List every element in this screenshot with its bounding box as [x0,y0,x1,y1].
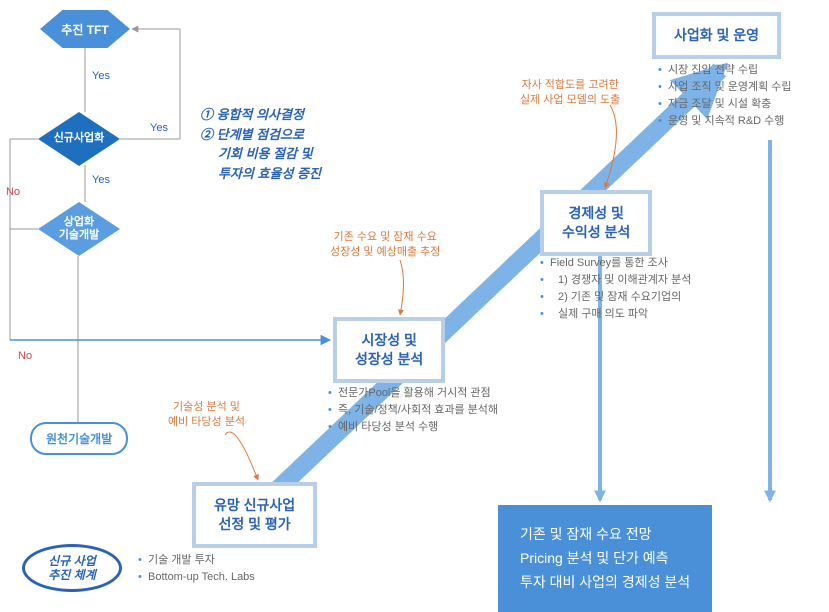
result-box: 기존 및 잠재 수요 전망 Pricing 분석 및 단가 예측 투자 대비 사… [498,505,712,612]
list-item: 자금 조달 및 시설 확충 [658,96,792,113]
stage-3-label: 경제성 및 수익성 분석 [562,204,630,242]
annotation-3: 자사 적합도를 고려한 실제 사업 모델의 도출 [520,78,620,108]
list-item: 2) 기존 및 잠재 수요기업의 [540,289,691,306]
node-commercial-tech: 상업화 기술개발 [38,202,120,256]
annotation-center: ① 융합적 의사결정 ② 단계별 점검으로 기회 비용 절감 및 투자의 효율성… [200,105,321,183]
stage-1: 유망 신규사업 선정 및 평가 [192,482,317,548]
stage-4: 사업화 및 운영 [652,12,781,59]
bullets-stage4: 시장 진입 전략 수립 사업 조직 및 운영계획 수립 자금 조달 및 시설 확… [658,62,792,130]
stage-2-label: 시장성 및 성장성 분석 [355,331,423,369]
list-item: 시장 진입 전략 수립 [658,62,792,79]
node-new-biz: 신규사업화 [38,112,120,166]
label-yes-3: Yes [92,174,110,186]
stage-3: 경제성 및 수익성 분석 [540,190,652,256]
node-core-tech: 원천기술개발 [30,422,128,455]
bullets-stage1: 기술 개발 투자 Bottom-up Tech. Labs [138,552,255,586]
list-item: 기술 개발 투자 [138,552,255,569]
label-yes-2: Yes [150,122,168,134]
list-item: Bottom-up Tech. Labs [138,569,255,586]
bullets-stage2: 전문가Pool을 활용해 거시적 관점 즉, 기술/정책/사회적 효과를 분석해… [328,385,498,436]
node-tft-label: 추진 TFT [61,21,108,38]
stage-1-label: 유망 신규사업 선정 및 평가 [214,496,295,534]
list-item: Field Survey를 통한 조사 [540,255,691,272]
label-no-1: No [6,186,20,198]
list-item: 1) 경쟁자 및 이해관계자 분석 [540,272,691,289]
node-tft: 추진 TFT [40,10,130,48]
annotation-2: 기존 수요 및 잠재 수요 성장성 및 예상매출 추정 [330,230,440,260]
annotation-1: 기술성 분석 및 예비 타당성 분석 [168,400,245,430]
node-commercial-tech-label: 상업화 기술개발 [59,216,99,242]
stage-4-label: 사업화 및 운영 [674,26,759,45]
list-item: 예비 타당성 분석 수행 [328,419,498,436]
bullets-stage3: Field Survey를 통한 조사 1) 경쟁자 및 이해관계자 분석 2)… [540,255,691,323]
result-box-text: 기존 및 잠재 수요 전망 Pricing 분석 및 단가 예측 투자 대비 사… [520,523,690,594]
list-item: 사업 조직 및 운영계획 수립 [658,79,792,96]
list-item: 즉, 기술/정책/사회적 효과를 분석해 [328,402,498,419]
node-core-tech-label: 원천기술개발 [46,430,112,447]
list-item: 실제 구매 의도 파악 [540,306,691,323]
node-ellipse-label: 신규 사업 추진 체계 [48,554,96,583]
label-no-2: No [18,350,32,362]
node-new-biz-label: 신규사업화 [54,132,105,145]
stage-2: 시장성 및 성장성 분석 [333,317,445,383]
node-ellipse: 신규 사업 추진 체계 [22,544,122,592]
label-yes-1: Yes [92,70,110,82]
list-item: 전문가Pool을 활용해 거시적 관점 [328,385,498,402]
list-item: 운영 및 지속적 R&D 수행 [658,113,792,130]
